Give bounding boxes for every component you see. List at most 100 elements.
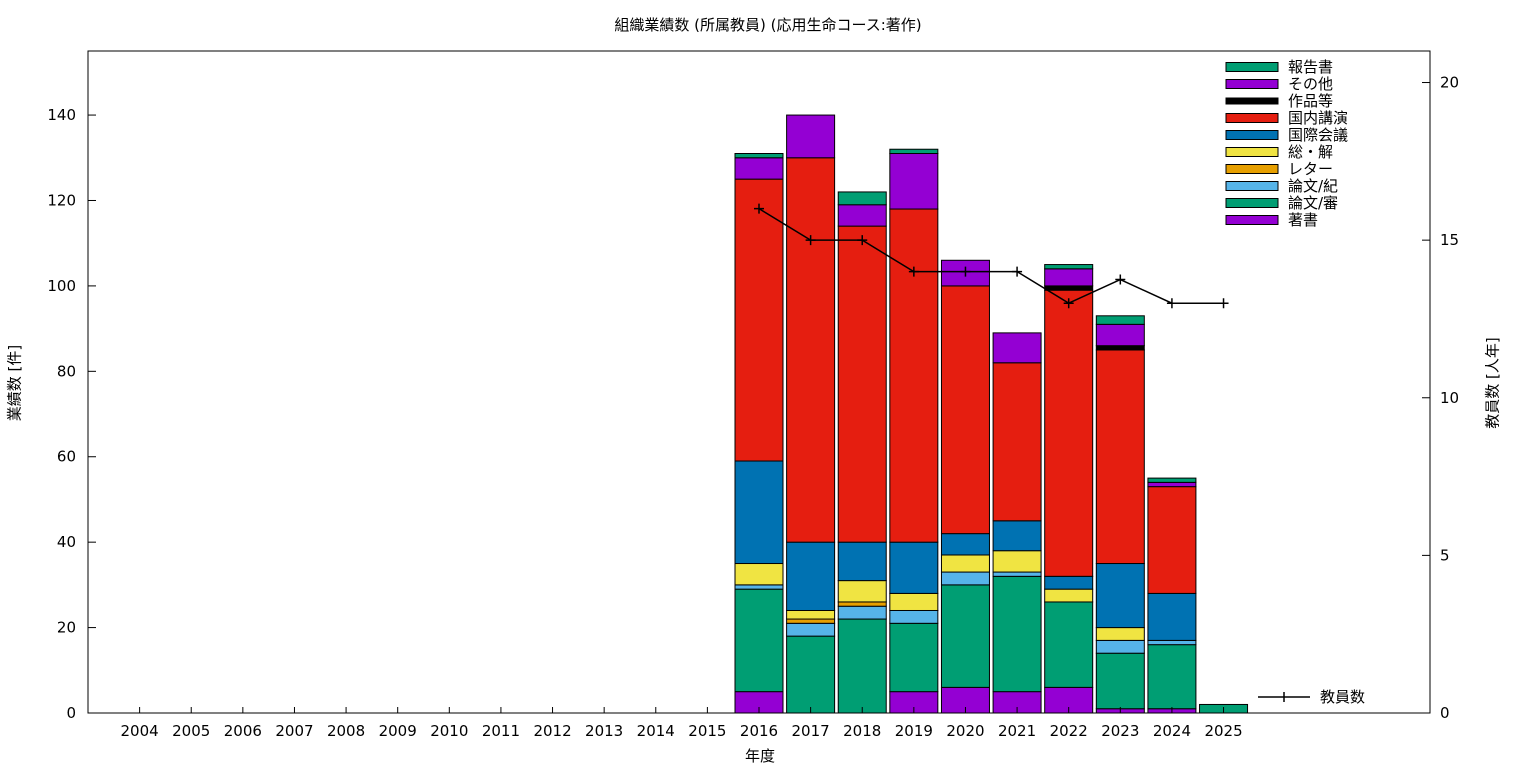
bar-segment [786,541,836,611]
legend-label: 総・解 [1288,143,1333,161]
bar-segment [940,533,990,556]
bar-segment [734,584,784,590]
bar-segment [837,225,887,543]
line-layer [754,203,1229,309]
legend-swatch [1225,113,1279,123]
x-tick-label: 2024 [1153,722,1191,740]
legend-label: 教員数 [1320,688,1365,706]
legend-label: 国内講演 [1288,109,1348,127]
bar-segment [889,541,939,594]
legend-label: 著書 [1288,211,1318,229]
y-tick-label: 120 [47,191,76,209]
y2-tick-label: 20 [1440,74,1459,92]
bar-segment [940,554,990,573]
bar-segment [889,208,939,543]
bar-segment [992,571,1042,577]
bar-segment [1044,268,1094,287]
bar-segment [734,153,784,159]
bar-segment [889,622,939,693]
y2-tick-label: 0 [1440,704,1450,722]
bar-segment [940,571,990,586]
y-tick-label: 140 [47,106,76,124]
x-axis-label: 年度 [744,747,775,765]
y-tick-label: 40 [57,533,76,551]
x-tick-label: 2005 [172,722,210,740]
y2-tick-label: 15 [1440,231,1459,249]
y-tick-label: 100 [47,277,76,295]
x-tick-label: 2015 [688,722,726,740]
bar-segment [786,610,836,620]
faculty-count-point [754,203,764,214]
x-tick-label: 2017 [792,722,830,740]
bar-segment [837,191,887,206]
bar-segment [940,285,990,535]
faculty-count-point [805,235,816,246]
bar-segment [1147,477,1197,483]
y2-tick-label: 5 [1440,546,1450,564]
bar-segment [1044,601,1094,688]
bar-segment [992,550,1042,573]
bar-segment [1147,481,1197,488]
bars-layer [734,114,1249,714]
legend-swatch [1225,164,1279,174]
bar-segment [786,114,836,159]
bar-segment [1044,289,1094,577]
bar-segment [1147,486,1197,594]
bar-segment [1095,349,1145,565]
x-tick-label: 2023 [1101,722,1139,740]
bar-segment [837,541,887,582]
x-tick-label: 2009 [379,722,417,740]
y-tick-label: 80 [57,362,76,380]
faculty-count-point [1115,274,1126,285]
legend-label: 論文/紀 [1288,177,1338,195]
x-tick-label: 2006 [224,722,262,740]
legend-swatch [1225,130,1279,140]
bar-segment [889,148,939,154]
bar-segment [889,153,939,210]
bar-segment [786,157,836,543]
x-tick-label: 2011 [482,722,520,740]
bar-segment [837,580,887,603]
bar-segment [786,635,836,714]
x-tick-label: 2018 [843,722,881,740]
bar-segment [734,178,784,462]
x-tick-label: 2014 [637,722,675,740]
faculty-count-point [857,235,868,246]
bar-segment [1044,575,1094,590]
bar-segment [734,157,784,180]
bar-segment [889,592,939,611]
legend-label: 国際会議 [1288,126,1348,144]
bar-segment [837,601,887,607]
bar-segment [837,618,887,714]
faculty-count-point [1218,298,1229,309]
bar-segment [1095,315,1145,325]
x-tick-label: 2013 [585,722,623,740]
bar-segment [734,588,784,693]
faculty-count-line [758,207,1224,305]
bar-segment [1044,285,1094,291]
bar-segment [786,622,836,637]
y-tick-label: 0 [66,704,76,722]
legend-swatch [1225,215,1279,225]
bar-segment [992,520,1042,552]
bar-segment [992,362,1042,522]
bar-segment [940,584,990,688]
bar-segment [1095,652,1145,710]
x-tick-label: 2016 [740,722,778,740]
bar-segment [1147,644,1197,710]
faculty-count-point [960,266,971,277]
x-tick-label: 2025 [1204,722,1242,740]
legend-swatch [1225,62,1279,72]
bar-segment [992,575,1042,693]
faculty-count-point [1166,298,1177,309]
bar-segment [1095,323,1145,347]
y2-tick-label: 10 [1440,389,1459,407]
bar-segment [786,618,836,624]
legend-swatch [1225,147,1279,157]
x-tick-label: 2020 [946,722,984,740]
x-tick-label: 2022 [1050,722,1088,740]
legend-swatch [1225,198,1279,208]
legend-swatch [1225,79,1279,89]
